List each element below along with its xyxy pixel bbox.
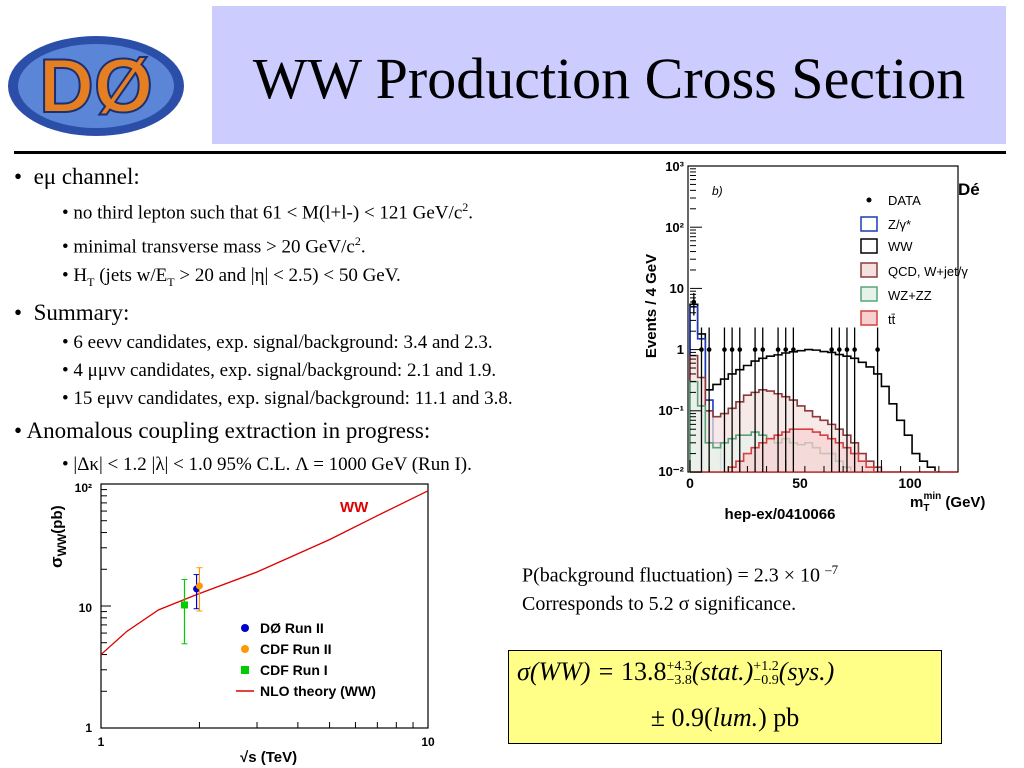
- data-point: [852, 347, 857, 352]
- plot2-caption: hep-ex/0410066: [725, 506, 836, 523]
- plot2-ytick-3: 10³: [665, 159, 684, 174]
- plot1-ticks: [100, 489, 429, 729]
- data-point: [706, 347, 712, 352]
- legend-d0-marker: [241, 624, 249, 632]
- mt-histogram-chart: 0 50 100 10⁻² 10⁻¹ 1 10 10² 10³ Events /…: [643, 159, 985, 523]
- data-point: [775, 347, 781, 352]
- plot2-ytick-1: 10: [670, 281, 684, 296]
- plot1-ytick-100: 10²: [75, 481, 92, 495]
- plot2-panel-label: b): [712, 184, 723, 198]
- data-point: [729, 347, 735, 352]
- plot1-legend: DØ Run II CDF Run II CDF Run I NLO theor…: [236, 620, 376, 699]
- nlo-theory-curve: [100, 490, 429, 656]
- plot2-ytick-0: 1: [677, 342, 684, 357]
- plot1-ytick-10: 10: [79, 601, 93, 615]
- plot2-xtick-0: 0: [686, 475, 694, 491]
- plot2-ytick-m1: 10⁻¹: [658, 403, 684, 418]
- legend-ttbar-label: tt̄: [888, 312, 896, 327]
- plot2-xlabel: mTmin (GeV): [910, 491, 985, 514]
- header-rule: [14, 151, 1006, 154]
- plot2-ytick-m2: 10⁻²: [658, 464, 684, 479]
- bullet-emu-channel: • eμ channel:: [14, 164, 140, 189]
- bullet-transverse-mass: • minimal transverse mass > 20 GeV/c2.: [62, 234, 366, 258]
- bullet-summary: • Summary:: [14, 300, 130, 326]
- legend-wzzz-label: WZ+ZZ: [888, 288, 932, 303]
- bullet-third-lepton: • no third lepton such that 61 < M(l+l-)…: [62, 200, 474, 224]
- legend-data-marker: [866, 197, 872, 203]
- plot2-ylabel: Events / 4 GeV: [643, 254, 660, 358]
- plot2-ticks: [689, 168, 959, 473]
- data-point: [722, 347, 727, 352]
- legend-data-label: DATA: [888, 193, 921, 208]
- plot1-xtick-1: 1: [98, 735, 105, 749]
- bullet-list: • eμ channel: • no third lepton such tha…: [14, 164, 654, 476]
- title-background: [212, 6, 1006, 144]
- data-point: [791, 347, 796, 352]
- formula-line1: σ(WW) = 13.8 +4.3 −3.8 (stat.) +1.2 −0.9 (sys.…: [517, 657, 835, 689]
- bullet-ee-candidates: • 6 eeνν candidates, exp. signal/backgro…: [62, 332, 493, 354]
- legend-ww-label: WW: [888, 239, 913, 254]
- legend-theory-label: NLO theory (WW): [260, 683, 376, 699]
- plot1-ylabel: σWW(pb): [47, 505, 69, 568]
- d0-logo: DØ: [8, 36, 184, 136]
- plot2-xtick-50: 50: [792, 475, 808, 491]
- legend-cdf1-label: CDF Run I: [260, 662, 328, 678]
- significance-line1: P(background fluctuation) = 2.3 × 10 –7: [522, 562, 839, 587]
- plot2-ytick-2: 10²: [665, 220, 684, 235]
- legend-d0-label: DØ Run II: [260, 620, 324, 636]
- data-point: [837, 347, 842, 352]
- data-point-1: [195, 582, 203, 590]
- plot2-xtick-100: 100: [898, 475, 922, 491]
- bullet-ht-cut: • HT (jets w/ET > 20 and |η| < 2.5) < 50…: [62, 264, 401, 289]
- data-point: [829, 347, 834, 352]
- data-point: [752, 347, 758, 352]
- bullet-emu-candidates: • 15 eμνν candidates, exp. signal/backgr…: [62, 388, 513, 410]
- legend-wzzz-marker: [860, 286, 878, 302]
- data-point: [875, 347, 880, 352]
- bullet-coupling-limits: • |Δκ| < 1.2 |λ| < 1.0 95% C.L. Λ = 1000…: [62, 454, 472, 476]
- plot1-xlabel: √s (TeV): [240, 749, 297, 766]
- legend-qcd-marker: [860, 262, 878, 278]
- data-point: [783, 347, 789, 352]
- plot1-marks: [100, 490, 429, 656]
- plot1-curve-label: WW: [340, 499, 369, 516]
- legend-qcd-label: QCD, W+jet/γ: [888, 264, 968, 279]
- legend-ttbar-marker: [860, 310, 878, 326]
- bullet-anomalous-coupling: • Anomalous coupling extraction in progr…: [14, 418, 431, 444]
- legend-zgamma-marker: [860, 216, 878, 232]
- plot2-marks: [689, 293, 958, 473]
- logo-text: DØ: [39, 44, 153, 129]
- legend-zgamma-label: Z/γ*: [888, 217, 911, 232]
- bullet-mumu-candidates: • 4 μμνν candidates, exp. signal/backgro…: [62, 360, 497, 382]
- legend-cdf2-marker: [241, 645, 249, 653]
- data-point: [737, 347, 743, 352]
- xsection-vs-energy-chart: 1 10 1 10 10² √s (TeV) σWW(pb) WW DØ Run…: [47, 481, 435, 766]
- legend-cdf1-marker: [241, 666, 249, 674]
- data-point-cdf-run1: [180, 601, 188, 609]
- formula-line2: ± 0.9(lum.) pb: [650, 703, 800, 732]
- significance-line2: Corresponds to 5.2 σ significance.: [522, 592, 797, 615]
- slide-title: WW Production Cross Section: [252, 46, 966, 111]
- plot2-legend: DATA Z/γ* WW QCD, W+jet/γ WZ+ZZ tt̄: [860, 193, 968, 327]
- histogram-5: [690, 428, 958, 473]
- significance-text: P(background fluctuation) = 2.3 × 10 –7 …: [522, 556, 838, 618]
- legend-cdf2-label: CDF Run II: [260, 641, 332, 657]
- plot1-xtick-10: 10: [421, 735, 435, 749]
- data-point: [844, 347, 850, 352]
- cross-section-result-box: σ(WW) = 13.8 +4.3 −3.8 (stat.) +1.2 −0.9 (sys.…: [508, 650, 942, 744]
- plot1-ytick-1: 1: [85, 721, 92, 735]
- plot2-experiment-label: Dé: [958, 180, 980, 199]
- legend-ww-marker: [860, 238, 878, 254]
- data-point: [760, 347, 766, 352]
